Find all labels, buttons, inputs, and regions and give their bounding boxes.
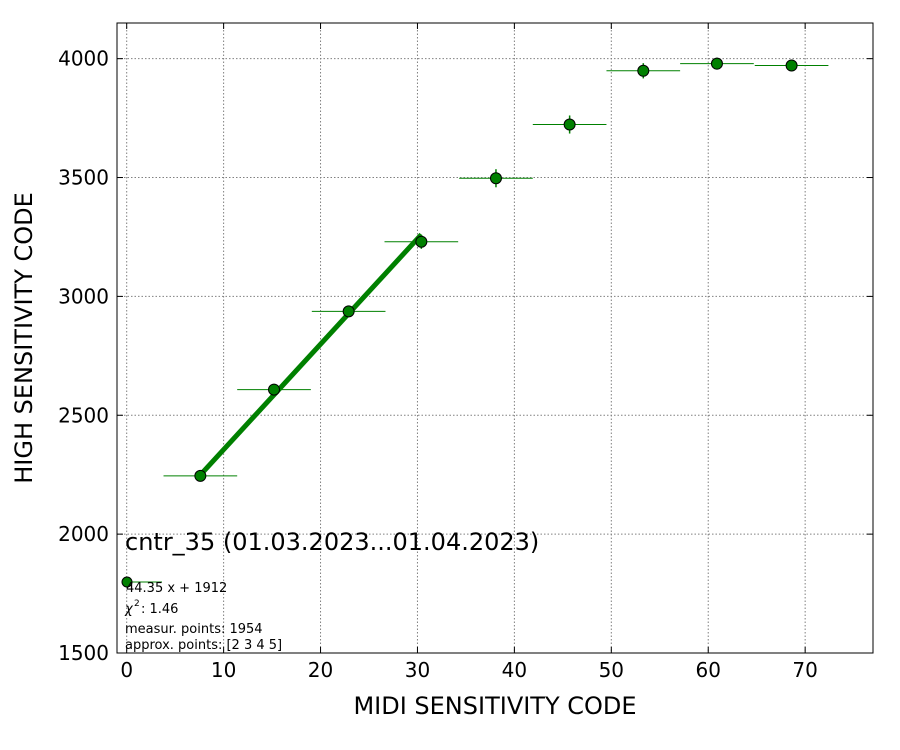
legend-fit-label: 44.35 x + 1912	[126, 581, 227, 596]
data-point	[194, 469, 207, 482]
y-tick-label: 2000	[58, 522, 109, 546]
data-point	[710, 57, 723, 70]
x-tick-label: 40	[502, 658, 527, 682]
data-point	[637, 64, 650, 77]
x-tick-label: 50	[599, 658, 624, 682]
ticks: 0 10 20 30 40 50 60 70 1500 2000 2500 3000 3500 4000	[58, 23, 873, 682]
data-point	[415, 235, 428, 248]
y-tick-label: 4000	[58, 47, 109, 71]
data-points-layer	[163, 57, 829, 482]
legend-approx-label: approx. points: [2 3 4 5]	[125, 638, 282, 653]
data-point	[342, 305, 355, 318]
data-point	[785, 59, 798, 72]
x-tick-label: 20	[308, 658, 333, 682]
x-tick-label: 30	[405, 658, 430, 682]
legend-chi2-symbol: χ	[124, 602, 134, 617]
legend: 44.35 x + 1912 χ 2 : 1.46 measur. points…	[121, 576, 282, 653]
data-point	[563, 118, 576, 131]
y-tick-label: 3000	[58, 284, 109, 308]
data-point	[268, 383, 281, 396]
y-axis-title: HIGH SENSITIVITY CODE	[10, 192, 38, 484]
y-tick-label: 3500	[58, 166, 109, 190]
grid	[117, 23, 873, 654]
data-point	[489, 172, 502, 185]
fit-line-layer	[198, 232, 424, 477]
chart-title: cntr_35 (01.03.2023...01.04.2023)	[125, 528, 539, 556]
legend-chi2-label: : 1.46	[141, 602, 178, 617]
legend-marker	[121, 576, 133, 588]
x-tick-label: 70	[792, 658, 817, 682]
y-tick-label: 2500	[58, 403, 109, 427]
y-tick-label: 1500	[58, 641, 109, 665]
x-tick-label: 0	[120, 658, 133, 682]
x-axis-title: MIDI SENSITIVITY CODE	[353, 692, 636, 720]
x-tick-label: 10	[211, 658, 236, 682]
fit-line	[198, 232, 424, 477]
x-tick-label: 60	[696, 658, 721, 682]
legend-chi2-exponent: 2	[134, 599, 140, 609]
plot-frame	[116, 22, 874, 654]
legend-measur-label: measur. points: 1954	[125, 622, 263, 637]
